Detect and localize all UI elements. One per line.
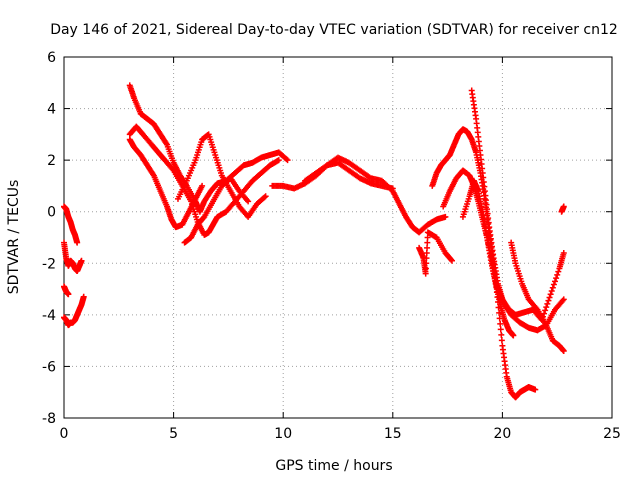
x-axis-label: GPS time / hours bbox=[275, 458, 392, 474]
data-point bbox=[560, 203, 567, 210]
data-point bbox=[199, 182, 206, 189]
data-point bbox=[547, 291, 554, 298]
data-point bbox=[553, 275, 560, 282]
data-point bbox=[283, 156, 290, 163]
data-point bbox=[497, 326, 504, 333]
data-point bbox=[80, 293, 87, 300]
y-tick-label: -8 bbox=[42, 411, 56, 427]
data-point bbox=[448, 256, 455, 263]
data-point bbox=[544, 300, 551, 307]
data-point bbox=[542, 307, 549, 314]
data-point bbox=[550, 281, 557, 288]
grid-lines bbox=[64, 57, 612, 418]
y-tick-label: -4 bbox=[42, 308, 56, 324]
x-tick-label: 10 bbox=[274, 426, 292, 442]
data-point bbox=[548, 288, 555, 295]
data-point bbox=[262, 193, 269, 200]
y-tick-label: -6 bbox=[42, 359, 56, 375]
data-point bbox=[65, 291, 72, 298]
data-point bbox=[422, 265, 429, 272]
plot-frame bbox=[63, 56, 613, 419]
data-point bbox=[545, 297, 552, 304]
data-point bbox=[498, 337, 505, 344]
x-tick-label: 0 bbox=[60, 426, 69, 442]
y-tick-label: 0 bbox=[47, 205, 56, 221]
data-point bbox=[422, 270, 429, 277]
data-point bbox=[275, 157, 282, 164]
data-point bbox=[560, 296, 567, 303]
data-point bbox=[552, 278, 559, 285]
y-tick-label: -2 bbox=[42, 256, 56, 272]
data-point bbox=[389, 185, 396, 192]
data-point bbox=[424, 239, 431, 246]
data-point bbox=[543, 304, 550, 311]
data-point bbox=[560, 347, 567, 354]
data-point bbox=[555, 268, 562, 275]
data-point bbox=[560, 249, 567, 256]
data-point bbox=[549, 284, 556, 291]
data-point bbox=[424, 244, 431, 251]
chart-title: Day 146 of 2021, Sidereal Day-to-day VTE… bbox=[50, 22, 618, 38]
data-point bbox=[554, 271, 561, 278]
x-tick-label: 15 bbox=[384, 426, 402, 442]
data-point bbox=[245, 198, 252, 205]
axis-ticks: 0 5 10 15 20 25 -8 -6 -4 -2 0 2 4 6 bbox=[42, 50, 621, 442]
data-point bbox=[448, 257, 455, 264]
data-point bbox=[74, 239, 81, 246]
y-axis-label: SDTVAR / TECUs bbox=[6, 180, 22, 295]
y-tick-label: 2 bbox=[47, 153, 56, 169]
x-tick-label: 20 bbox=[493, 426, 511, 442]
x-tick-label: 25 bbox=[603, 426, 621, 442]
data-point bbox=[442, 213, 449, 220]
data-point bbox=[423, 255, 430, 262]
data-point bbox=[261, 194, 268, 201]
data-points bbox=[61, 82, 567, 401]
data-point bbox=[284, 157, 291, 164]
data-point bbox=[510, 332, 517, 339]
data-point bbox=[78, 257, 85, 264]
x-tick-label: 5 bbox=[169, 426, 178, 442]
data-point bbox=[423, 260, 430, 267]
y-tick-label: 4 bbox=[47, 102, 56, 118]
data-point bbox=[532, 386, 539, 393]
data-point bbox=[546, 294, 553, 301]
y-tick-label: 6 bbox=[47, 50, 56, 66]
data-point bbox=[497, 320, 504, 327]
data-point bbox=[424, 234, 431, 241]
data-point bbox=[498, 331, 505, 338]
data-point bbox=[423, 249, 430, 256]
